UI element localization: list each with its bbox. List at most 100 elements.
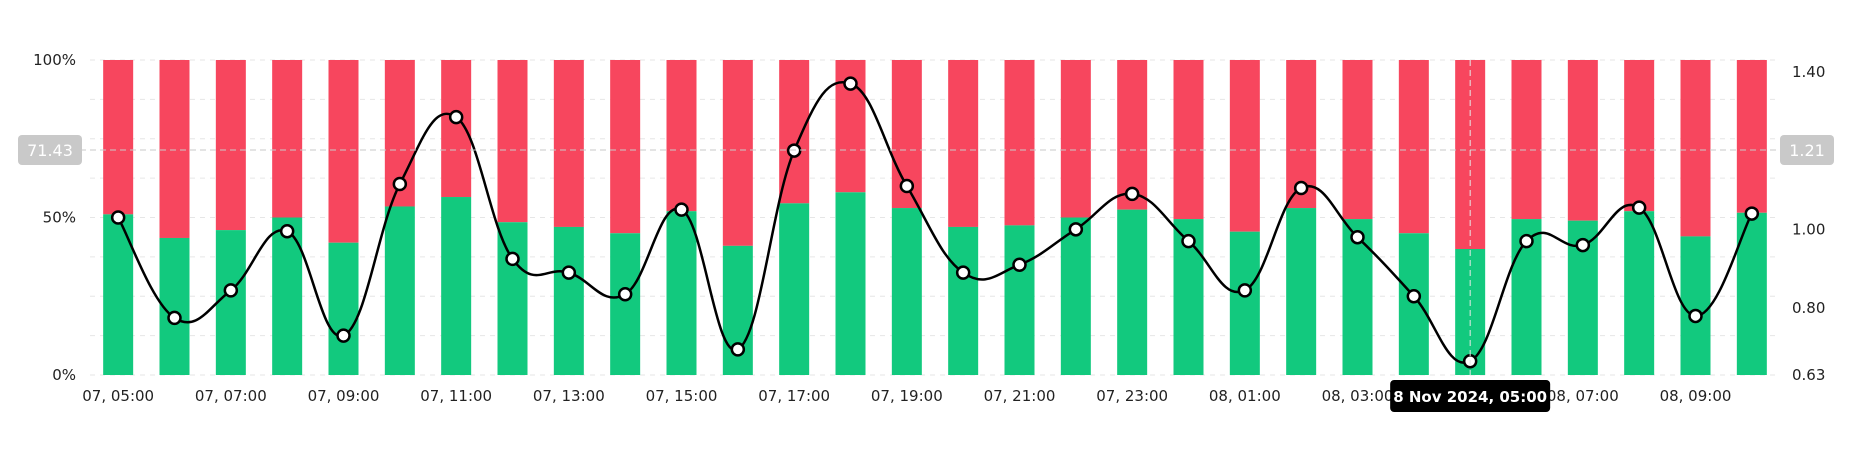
ratio-point: [1181, 233, 1196, 249]
ratio-point: [843, 76, 858, 91]
short-bar: [610, 60, 641, 234]
x-axis-tick: 08, 01:00: [1209, 387, 1281, 405]
ratio-point: [1012, 257, 1027, 272]
ratio-point: [786, 143, 802, 158]
ratio-line: [117, 81, 1753, 364]
short-bar: [1173, 60, 1204, 220]
short-bar: [497, 60, 528, 223]
long-bar: [441, 197, 472, 375]
long-bar: [948, 226, 979, 375]
crosshair-right-value: 1.21: [1789, 141, 1825, 160]
long-bar: [1624, 211, 1655, 375]
short-bar: [1511, 60, 1542, 220]
long-bar: [384, 206, 415, 375]
short-bar: [1398, 60, 1429, 234]
long-bar: [1286, 208, 1317, 375]
ratio-point: [1293, 180, 1309, 196]
ratio-point: [1688, 308, 1703, 324]
left-axis-tick: 100%: [33, 51, 76, 69]
long-bar: [328, 242, 359, 375]
short-bar: [1624, 60, 1655, 212]
ratio-point: [1519, 233, 1534, 249]
ratio-point: [336, 328, 351, 343]
short-bar: [722, 60, 753, 246]
ratio-line-series: [110, 76, 1760, 369]
long-bar: [497, 222, 528, 375]
long-bar: [835, 192, 866, 375]
short-bar: [1736, 60, 1767, 213]
short-bar: [215, 60, 246, 231]
crosshair-left-badge: [18, 134, 82, 165]
x-axis-tick: 07, 15:00: [646, 387, 718, 405]
left-axis-tick: 50%: [43, 209, 76, 227]
crosshair-left-value: 71.43: [27, 141, 73, 160]
short-bar: [1567, 60, 1598, 221]
right-axis-tick: 1.00: [1792, 220, 1825, 238]
x-axis-tick: 07, 23:00: [1096, 387, 1168, 405]
ratio-point: [1350, 229, 1365, 245]
long-bar: [891, 208, 922, 375]
ratio-point: [730, 342, 746, 357]
short-bar: [272, 60, 303, 218]
crosshair-right-badge: [1780, 134, 1834, 165]
short-bar: [666, 60, 697, 212]
crosshair-tooltip-text: 8 Nov 2024, 05:00: [1393, 388, 1547, 406]
ratio-point: [1237, 283, 1253, 298]
x-axis-tick: 07, 21:00: [984, 387, 1056, 405]
ratio-point: [561, 265, 577, 280]
x-axis-tick: 07, 07:00: [195, 387, 267, 405]
right-axis-tick: 0.80: [1792, 299, 1825, 317]
grid-lines: [90, 59, 1780, 376]
long-bar: [666, 211, 697, 375]
long-bar: [215, 230, 246, 375]
ratio-point: [392, 176, 408, 192]
left-axis-tick: 0%: [52, 366, 76, 384]
ratio-point: [223, 283, 239, 298]
short-bar: [553, 60, 584, 227]
ratio-point: [617, 287, 633, 302]
long-bar: [1342, 219, 1373, 375]
ratio-point: [955, 265, 971, 280]
long-bar: [1229, 231, 1260, 375]
ratio-point: [1744, 206, 1760, 221]
right-axis-tick: 0.63: [1792, 366, 1825, 384]
short-bar: [159, 60, 190, 238]
right-axis-tick: 1.40: [1792, 63, 1825, 81]
long-bar: [1117, 209, 1148, 375]
ratio-point: [1068, 222, 1084, 237]
ratio-point: [505, 251, 520, 267]
ratio-point: [1575, 237, 1591, 253]
long-bar: [1680, 236, 1711, 375]
long-bar: [1004, 225, 1035, 375]
long-bar: [553, 226, 584, 375]
short-bar: [948, 60, 979, 227]
long-bar: [1060, 217, 1091, 375]
x-axis-tick: 07, 09:00: [308, 387, 380, 405]
ratio-point: [167, 310, 182, 326]
ratio-point: [448, 109, 464, 125]
short-bar: [1060, 60, 1091, 218]
short-bar: [1004, 60, 1035, 226]
ratio-point: [1124, 186, 1140, 202]
ratio-point: [899, 178, 915, 194]
long-bar: [779, 203, 810, 375]
long-bar: [610, 233, 641, 375]
x-axis-tick: 08, 03:00: [1322, 387, 1394, 405]
short-bar: [1342, 60, 1373, 220]
x-axis-tick: 08, 07:00: [1547, 387, 1619, 405]
ratio-point: [279, 224, 295, 239]
short-bar: [1680, 60, 1711, 237]
long-bar: [1398, 233, 1429, 375]
crosshair: 71.43 1.21 8 Nov 2024, 05:00: [18, 60, 1834, 412]
x-axis-tick: 08, 09:00: [1660, 387, 1732, 405]
x-axis-tick: 07, 17:00: [758, 387, 830, 405]
short-bar: [328, 60, 359, 243]
x-axis-tick: 07, 11:00: [420, 387, 492, 405]
ratio-point: [1406, 289, 1422, 304]
x-axis-tick: 07, 19:00: [871, 387, 943, 405]
ratio-point: [674, 202, 689, 217]
ratio-point: [1631, 200, 1647, 215]
